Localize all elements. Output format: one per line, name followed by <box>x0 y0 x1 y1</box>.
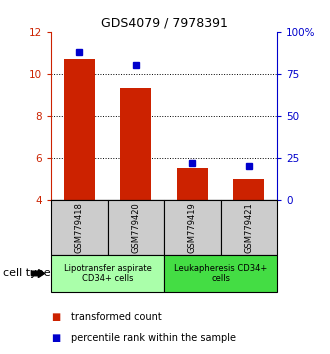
Text: percentile rank within the sample: percentile rank within the sample <box>71 333 236 343</box>
Text: Leukapheresis CD34+
cells: Leukapheresis CD34+ cells <box>174 264 267 283</box>
Text: ■: ■ <box>51 333 60 343</box>
Bar <box>64 59 95 200</box>
Bar <box>51 255 164 292</box>
Text: GSM779421: GSM779421 <box>245 202 253 253</box>
Bar <box>233 179 264 200</box>
Title: GDS4079 / 7978391: GDS4079 / 7978391 <box>101 16 228 29</box>
Bar <box>51 200 108 255</box>
Bar <box>164 255 277 292</box>
Text: GSM779418: GSM779418 <box>75 202 84 253</box>
Text: Lipotransfer aspirate
CD34+ cells: Lipotransfer aspirate CD34+ cells <box>64 264 151 283</box>
Text: GSM779419: GSM779419 <box>188 202 197 253</box>
Bar <box>108 200 164 255</box>
Text: cell type: cell type <box>3 268 51 279</box>
Text: GSM779420: GSM779420 <box>131 202 141 253</box>
Bar <box>164 200 221 255</box>
Bar <box>177 169 208 200</box>
Bar <box>120 87 151 200</box>
Bar <box>221 200 277 255</box>
Text: ■: ■ <box>51 312 60 322</box>
Text: transformed count: transformed count <box>71 312 162 322</box>
